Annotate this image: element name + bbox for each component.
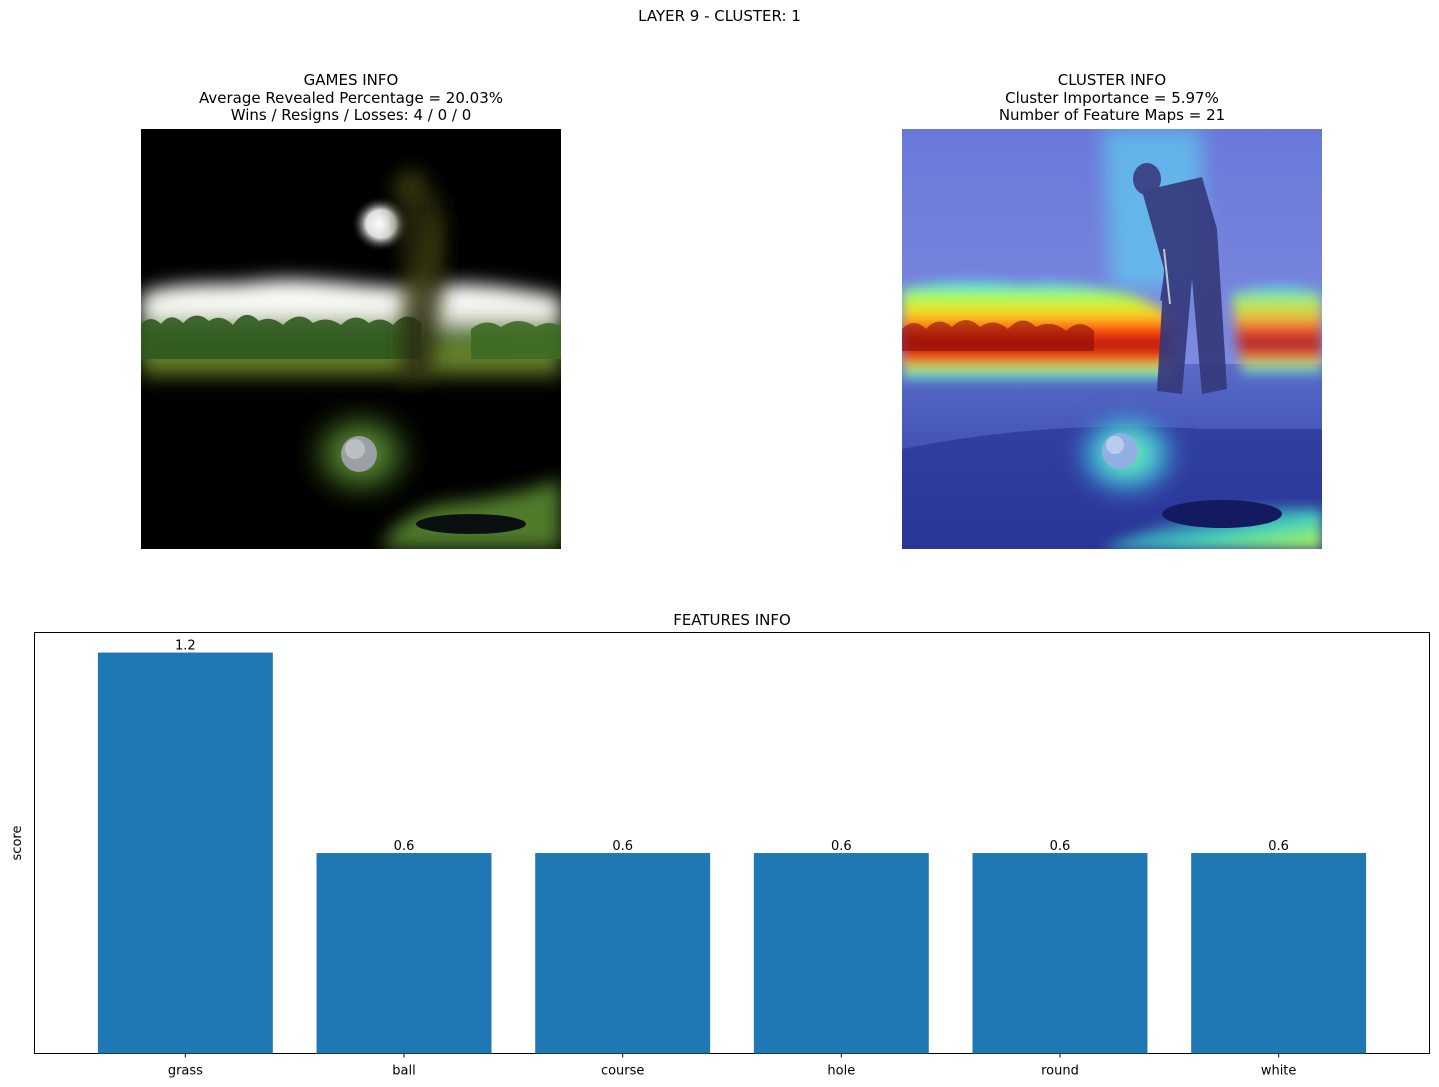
revealed-region-image — [141, 129, 561, 549]
revealed-percentage-text: Average Revealed Percentage = 20.03% — [198, 88, 503, 107]
data-label-course: 0.6 — [612, 839, 633, 854]
x-tick-label-course: course — [601, 1064, 644, 1079]
bar-white — [1191, 853, 1367, 1054]
revealed-region-graphic — [141, 129, 561, 549]
bar-hole — [753, 853, 929, 1054]
x-tick-label-ball: ball — [392, 1064, 415, 1079]
data-label-hole: 0.6 — [831, 839, 852, 854]
data-label-ball: 0.6 — [394, 839, 415, 854]
data-label-round: 0.6 — [1050, 839, 1071, 854]
bar-round — [972, 853, 1148, 1054]
bar-course — [535, 853, 711, 1054]
games-info-heading: GAMES INFO — [303, 71, 399, 89]
figure-title: LAYER 9 - CLUSTER: 1 — [638, 7, 801, 25]
data-label-white: 0.6 — [1268, 839, 1289, 854]
data-labels-layer: 1.2 0.6 0.6 0.6 0.6 0.6 — [175, 639, 1289, 854]
x-tick-label-round: round — [1041, 1064, 1079, 1079]
data-label-grass: 1.2 — [175, 639, 196, 654]
features-info-title: FEATURES INFO — [673, 611, 791, 629]
bars-layer — [97, 652, 1367, 1054]
cluster-info-heading: CLUSTER INFO — [1057, 71, 1167, 89]
x-tick-label-grass: grass — [168, 1064, 203, 1079]
x-tick-label-hole: hole — [827, 1064, 855, 1079]
bar-grass — [97, 652, 273, 1054]
y-axis-label: score — [10, 826, 25, 861]
cluster-heatmap-image — [902, 129, 1322, 549]
cluster-info-title: CLUSTER INFO Cluster Importance = 5.97% … — [892, 71, 1332, 125]
plot-frame — [34, 632, 1430, 1054]
x-ticks-layer: grass ball course hole round white — [168, 1053, 1297, 1079]
cluster-heatmap-graphic — [902, 129, 1322, 549]
games-info-title: GAMES INFO Average Revealed Percentage =… — [131, 71, 571, 125]
x-tick-label-white: white — [1261, 1064, 1297, 1079]
feature-maps-count-text: Number of Feature Maps = 21 — [998, 106, 1226, 124]
cluster-importance-text: Cluster Importance = 5.97% — [1005, 88, 1219, 107]
bar-ball — [316, 853, 492, 1054]
wins-resigns-losses-text: Wins / Resigns / Losses: 4 / 0 / 0 — [230, 106, 472, 124]
